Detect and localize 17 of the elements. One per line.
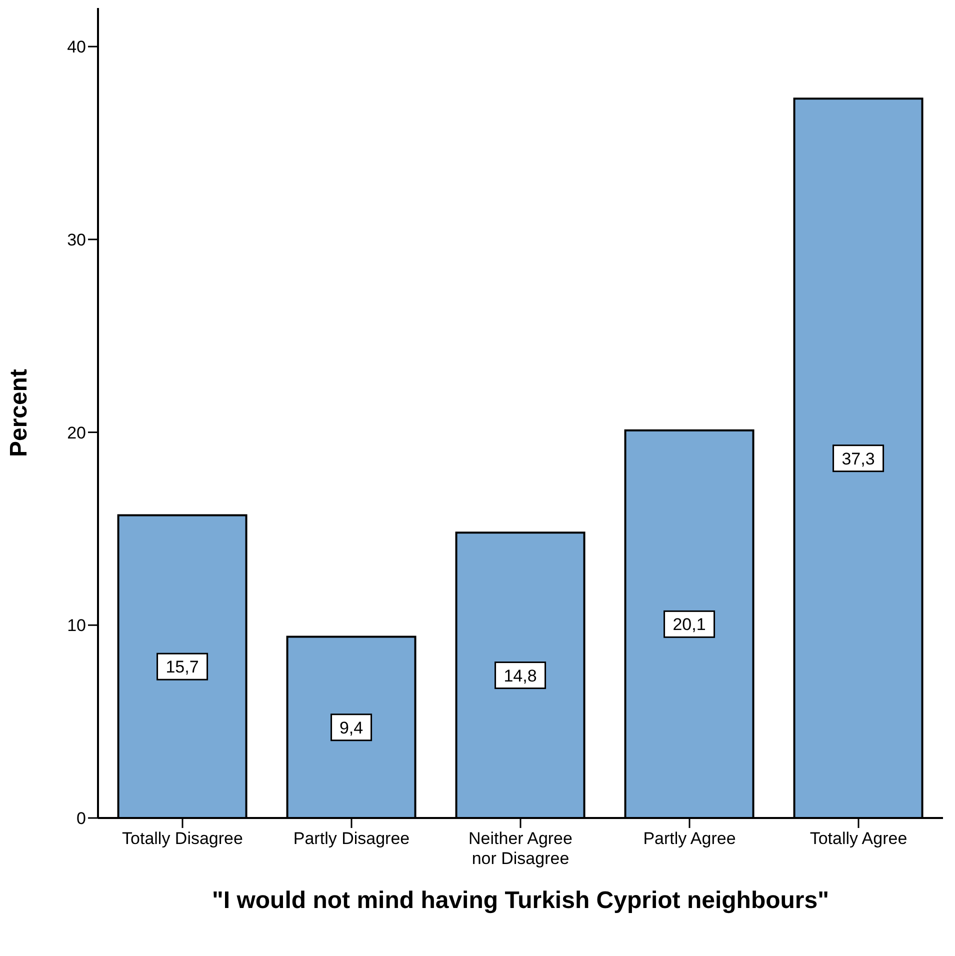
y-tick-label: 40 [67,38,86,57]
x-tick-label: Partly Disagree [293,829,410,848]
data-label: 37,3 [842,449,875,468]
data-label: 14,8 [504,666,537,686]
y-tick-label: 0 [76,809,86,828]
data-label: 20,1 [672,615,706,634]
x-tick-label: Totally Agree [810,829,908,848]
data-label: 15,7 [166,658,199,677]
y-tick-label: 30 [67,230,86,250]
x-axis-title: "I would not mind having Turkish Cypriot neighbours" [212,887,829,914]
x-tick-label: Totally Disagree [122,829,243,848]
x-tick-label: Partly Agree [643,829,736,848]
y-tick-label: 20 [67,423,86,442]
y-axis-title: Percent [6,368,33,458]
x-tick-label: Neither Agree nor Disagree [468,829,572,868]
data-label: 9,4 [339,718,364,738]
y-tick-label: 10 [67,616,86,636]
